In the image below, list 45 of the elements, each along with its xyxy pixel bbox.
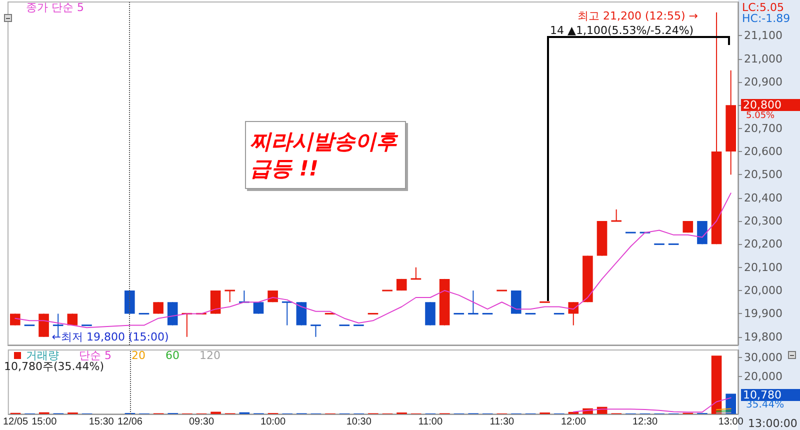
text: 35.44% [746,400,784,410]
y-tick-label: 20,000 [744,284,782,298]
text: 20 [131,349,146,362]
x-tick-label: 12:00 [560,416,586,428]
y-tick-label: 20,100 [744,260,782,274]
x-tick-label: 10:30 [346,416,372,428]
x-tick-label: 12:30 [632,416,658,428]
y-tick-label: 30,000 [744,351,782,364]
x-tick-label: 12/05 [2,416,28,428]
legend-label: 거래량 [26,349,59,362]
x-tick-label: 10:00 [260,416,286,428]
text: 120 [199,349,220,362]
y-tick-label: 20,000 [744,370,782,383]
text: 10,780 [743,388,782,402]
y-tick-label: 20,600 [744,144,782,158]
text: 5.05% [746,111,776,121]
text: 60 [165,349,180,362]
y-tick-label: 19,800 [744,330,782,344]
x-tick-label: 09:30 [188,416,214,428]
y-tick-label: 21,100 [744,29,782,42]
text: 종가 단순 5 [26,1,84,14]
y-tick-label: 20,400 [744,191,782,204]
x-tick-label: 15:00 [32,416,58,428]
y-tick-label: 19,900 [744,307,782,320]
x-tick-label: 12/06 [117,416,143,428]
y-tick-label: 20,200 [744,238,782,251]
x-tick-label: 11:30 [490,416,515,428]
y-tick-label: 20,700 [744,122,782,135]
annotation: 14 ▲1,100(5.53%/-5.24%) [550,24,694,37]
x-tick-label: 11:00 [418,416,443,428]
text: LC:5.05 [742,1,784,14]
y-tick-label: 21,000 [744,52,782,66]
text: 20,800 [743,98,782,112]
y-tick-label: 20,900 [744,75,782,88]
text: 13:00:00 [748,417,798,430]
text: 단순 5 [79,349,112,362]
x-tick-label: 15:30 [88,416,114,428]
annotation: ←최저 19,800 (15:00) [52,330,169,344]
y-tick-label: 20,300 [744,214,782,228]
annotation: 최고 21,200 (12:55) → [578,10,698,22]
y-tick-label: 20,500 [744,168,782,182]
text: HC:-1.89 [742,12,790,25]
annotation: 10,780주(35.44%) [4,360,104,373]
annotation: 찌라시발송이후 급등 !! [250,130,399,180]
x-tick-label: 13:00 [718,416,744,428]
